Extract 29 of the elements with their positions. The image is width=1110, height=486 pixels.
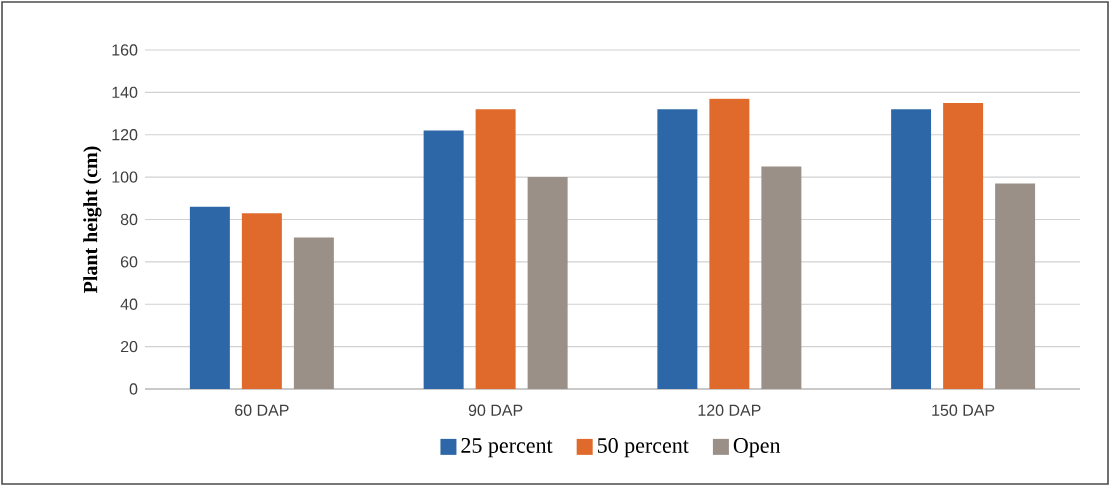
x-tick-label: 120 DAP xyxy=(698,404,761,416)
bar xyxy=(891,109,932,389)
x-tick-label: 150 DAP xyxy=(932,404,995,416)
bar xyxy=(709,98,750,389)
bar xyxy=(241,213,282,389)
y-tick-label: 160 xyxy=(112,44,138,56)
bar xyxy=(657,109,698,389)
bar xyxy=(475,109,516,389)
bar xyxy=(423,130,464,389)
bar xyxy=(293,237,334,389)
x-tick-label: 90 DAP xyxy=(468,404,523,416)
bar xyxy=(995,183,1036,389)
y-tick-label: 60 xyxy=(120,256,138,268)
legend-label: Open xyxy=(733,438,781,458)
y-tick-label: 40 xyxy=(120,298,138,310)
y-tick-label: 140 xyxy=(112,86,138,99)
bar xyxy=(761,166,802,389)
y-axis-title: Plant height (cm) xyxy=(83,146,102,294)
y-tick-label: 80 xyxy=(120,213,138,226)
bar xyxy=(943,102,984,389)
bar xyxy=(527,177,568,389)
x-tick-label: 60 DAP xyxy=(235,404,289,416)
y-tick-label: 100 xyxy=(112,171,138,183)
bar xyxy=(189,206,230,389)
y-tick-label: 120 xyxy=(112,129,138,141)
legend-label: 25 percent xyxy=(461,438,553,458)
y-tick-label: 20 xyxy=(120,340,138,353)
y-tick-label: 0 xyxy=(129,383,138,395)
legend-label: 50 percent xyxy=(597,438,689,458)
